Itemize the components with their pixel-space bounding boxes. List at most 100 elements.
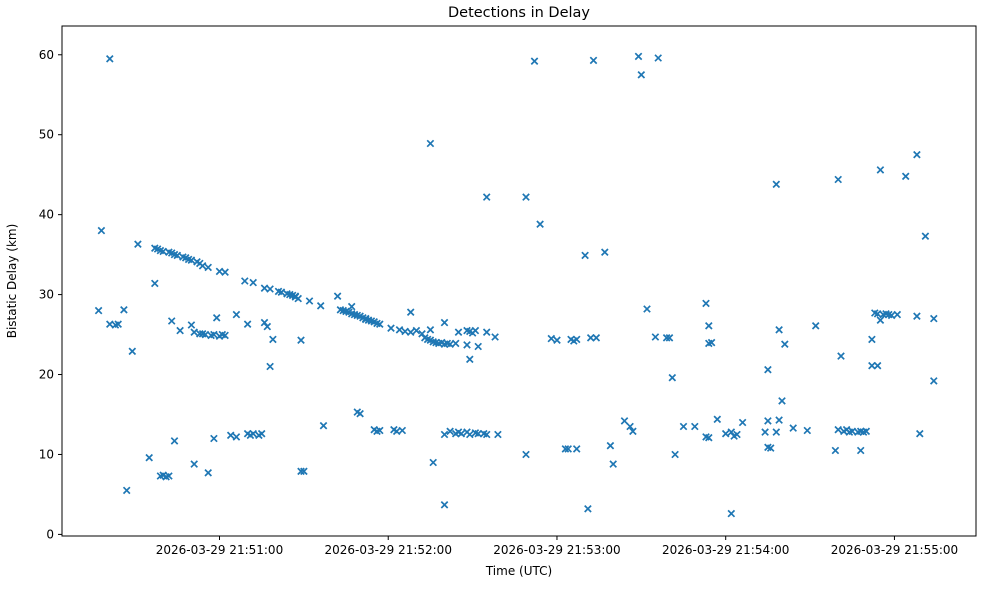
data-point-marker bbox=[893, 310, 902, 319]
data-point-marker bbox=[114, 320, 123, 329]
data-point-marker bbox=[263, 322, 272, 331]
data-point-marker bbox=[766, 444, 775, 452]
data-point-marker bbox=[572, 445, 581, 453]
data-point-marker bbox=[834, 425, 843, 434]
data-point-marker bbox=[300, 467, 308, 476]
data-point-marker bbox=[586, 333, 595, 342]
data-point-marker bbox=[190, 460, 199, 468]
data-point-marker bbox=[204, 468, 213, 477]
y-tick-label: 0 bbox=[46, 527, 54, 541]
data-point-marker bbox=[651, 333, 660, 341]
data-point-marker bbox=[398, 426, 407, 435]
data-point-marker bbox=[522, 450, 530, 459]
data-point-marker bbox=[764, 365, 772, 374]
data-point-marker bbox=[592, 333, 601, 342]
data-point-marker bbox=[862, 427, 871, 436]
data-point-marker bbox=[347, 302, 356, 311]
data-point-marker bbox=[210, 434, 218, 443]
data-point-marker bbox=[173, 251, 182, 260]
y-axis-label: Bistatic Delay (km) bbox=[5, 224, 19, 339]
data-point-marker bbox=[333, 292, 342, 301]
data-point-marker bbox=[249, 278, 258, 287]
data-point-marker bbox=[561, 445, 570, 453]
data-point-marker bbox=[690, 422, 699, 431]
data-point-marker bbox=[243, 320, 252, 329]
data-point-marker bbox=[474, 342, 483, 351]
data-point-marker bbox=[212, 313, 221, 322]
data-point-marker bbox=[120, 305, 128, 314]
data-point-marker bbox=[868, 361, 876, 370]
data-point-marker bbox=[145, 453, 154, 462]
data-point-marker bbox=[764, 417, 772, 425]
data-point-marker bbox=[772, 180, 781, 189]
data-point-marker bbox=[873, 309, 882, 318]
data-point-marker bbox=[564, 445, 573, 453]
data-point-marker bbox=[297, 336, 305, 345]
data-point-marker bbox=[738, 418, 747, 427]
data-point-marker bbox=[482, 430, 491, 439]
data-point-marker bbox=[232, 433, 241, 441]
data-point-marker bbox=[94, 306, 103, 315]
data-point-marker bbox=[426, 325, 435, 334]
data-point-marker bbox=[831, 446, 840, 455]
data-point-marker bbox=[848, 427, 857, 436]
data-point-marker bbox=[412, 326, 421, 335]
data-point-marker bbox=[704, 433, 713, 442]
y-tick-label: 60 bbox=[39, 48, 54, 62]
data-point-marker bbox=[629, 427, 637, 436]
data-point-marker bbox=[159, 247, 168, 256]
data-point-marker bbox=[834, 175, 843, 184]
data-point-marker bbox=[232, 310, 241, 319]
y-tick-label: 10 bbox=[39, 447, 54, 461]
data-point-marker bbox=[530, 57, 539, 66]
data-point-marker bbox=[454, 328, 463, 337]
data-point-marker bbox=[780, 340, 789, 349]
data-point-marker bbox=[707, 338, 716, 347]
data-point-marker bbox=[671, 450, 679, 459]
data-point-marker bbox=[457, 429, 466, 438]
data-point-marker bbox=[620, 417, 629, 425]
x-tick-label: 2026-03-29 21:53:00 bbox=[493, 543, 620, 557]
data-point-marker bbox=[668, 373, 677, 382]
data-point-marker bbox=[210, 330, 218, 339]
data-point-marker bbox=[553, 336, 561, 345]
data-point-marker bbox=[600, 248, 609, 257]
data-point-marker bbox=[572, 335, 581, 344]
data-point-marker bbox=[789, 424, 798, 432]
data-point-marker bbox=[901, 172, 910, 181]
data-point-marker bbox=[150, 279, 159, 288]
data-point-marker bbox=[465, 355, 474, 364]
data-point-marker bbox=[876, 316, 885, 325]
data-point-marker bbox=[929, 377, 938, 385]
data-point-marker bbox=[187, 321, 196, 329]
data-point-marker bbox=[643, 305, 651, 313]
detections-series bbox=[94, 52, 938, 518]
data-point-marker bbox=[482, 193, 491, 201]
data-point-marker bbox=[240, 277, 249, 285]
data-point-marker bbox=[856, 446, 865, 455]
data-point-marker bbox=[201, 330, 210, 339]
y-tick-label: 20 bbox=[39, 368, 54, 382]
data-point-marker bbox=[375, 320, 384, 329]
data-point-marker bbox=[609, 460, 618, 468]
data-point-marker bbox=[266, 362, 274, 371]
data-point-marker bbox=[356, 409, 364, 418]
data-point-marker bbox=[465, 430, 474, 439]
data-point-marker bbox=[772, 428, 781, 436]
data-point-marker bbox=[187, 256, 196, 265]
data-point-marker bbox=[702, 299, 710, 308]
data-point-marker bbox=[170, 437, 179, 445]
data-point-marker bbox=[446, 427, 454, 436]
data-point-marker bbox=[887, 311, 896, 320]
data-point-marker bbox=[662, 333, 671, 342]
data-point-marker bbox=[721, 429, 730, 438]
x-tick-label: 2026-03-29 21:54:00 bbox=[662, 543, 789, 557]
data-point-marker bbox=[277, 288, 286, 297]
data-point-marker bbox=[269, 335, 277, 344]
data-point-marker bbox=[778, 397, 786, 405]
data-point-marker bbox=[128, 347, 137, 356]
data-point-marker bbox=[305, 297, 314, 305]
data-point-marker bbox=[294, 294, 303, 303]
data-point-marker bbox=[122, 486, 131, 495]
